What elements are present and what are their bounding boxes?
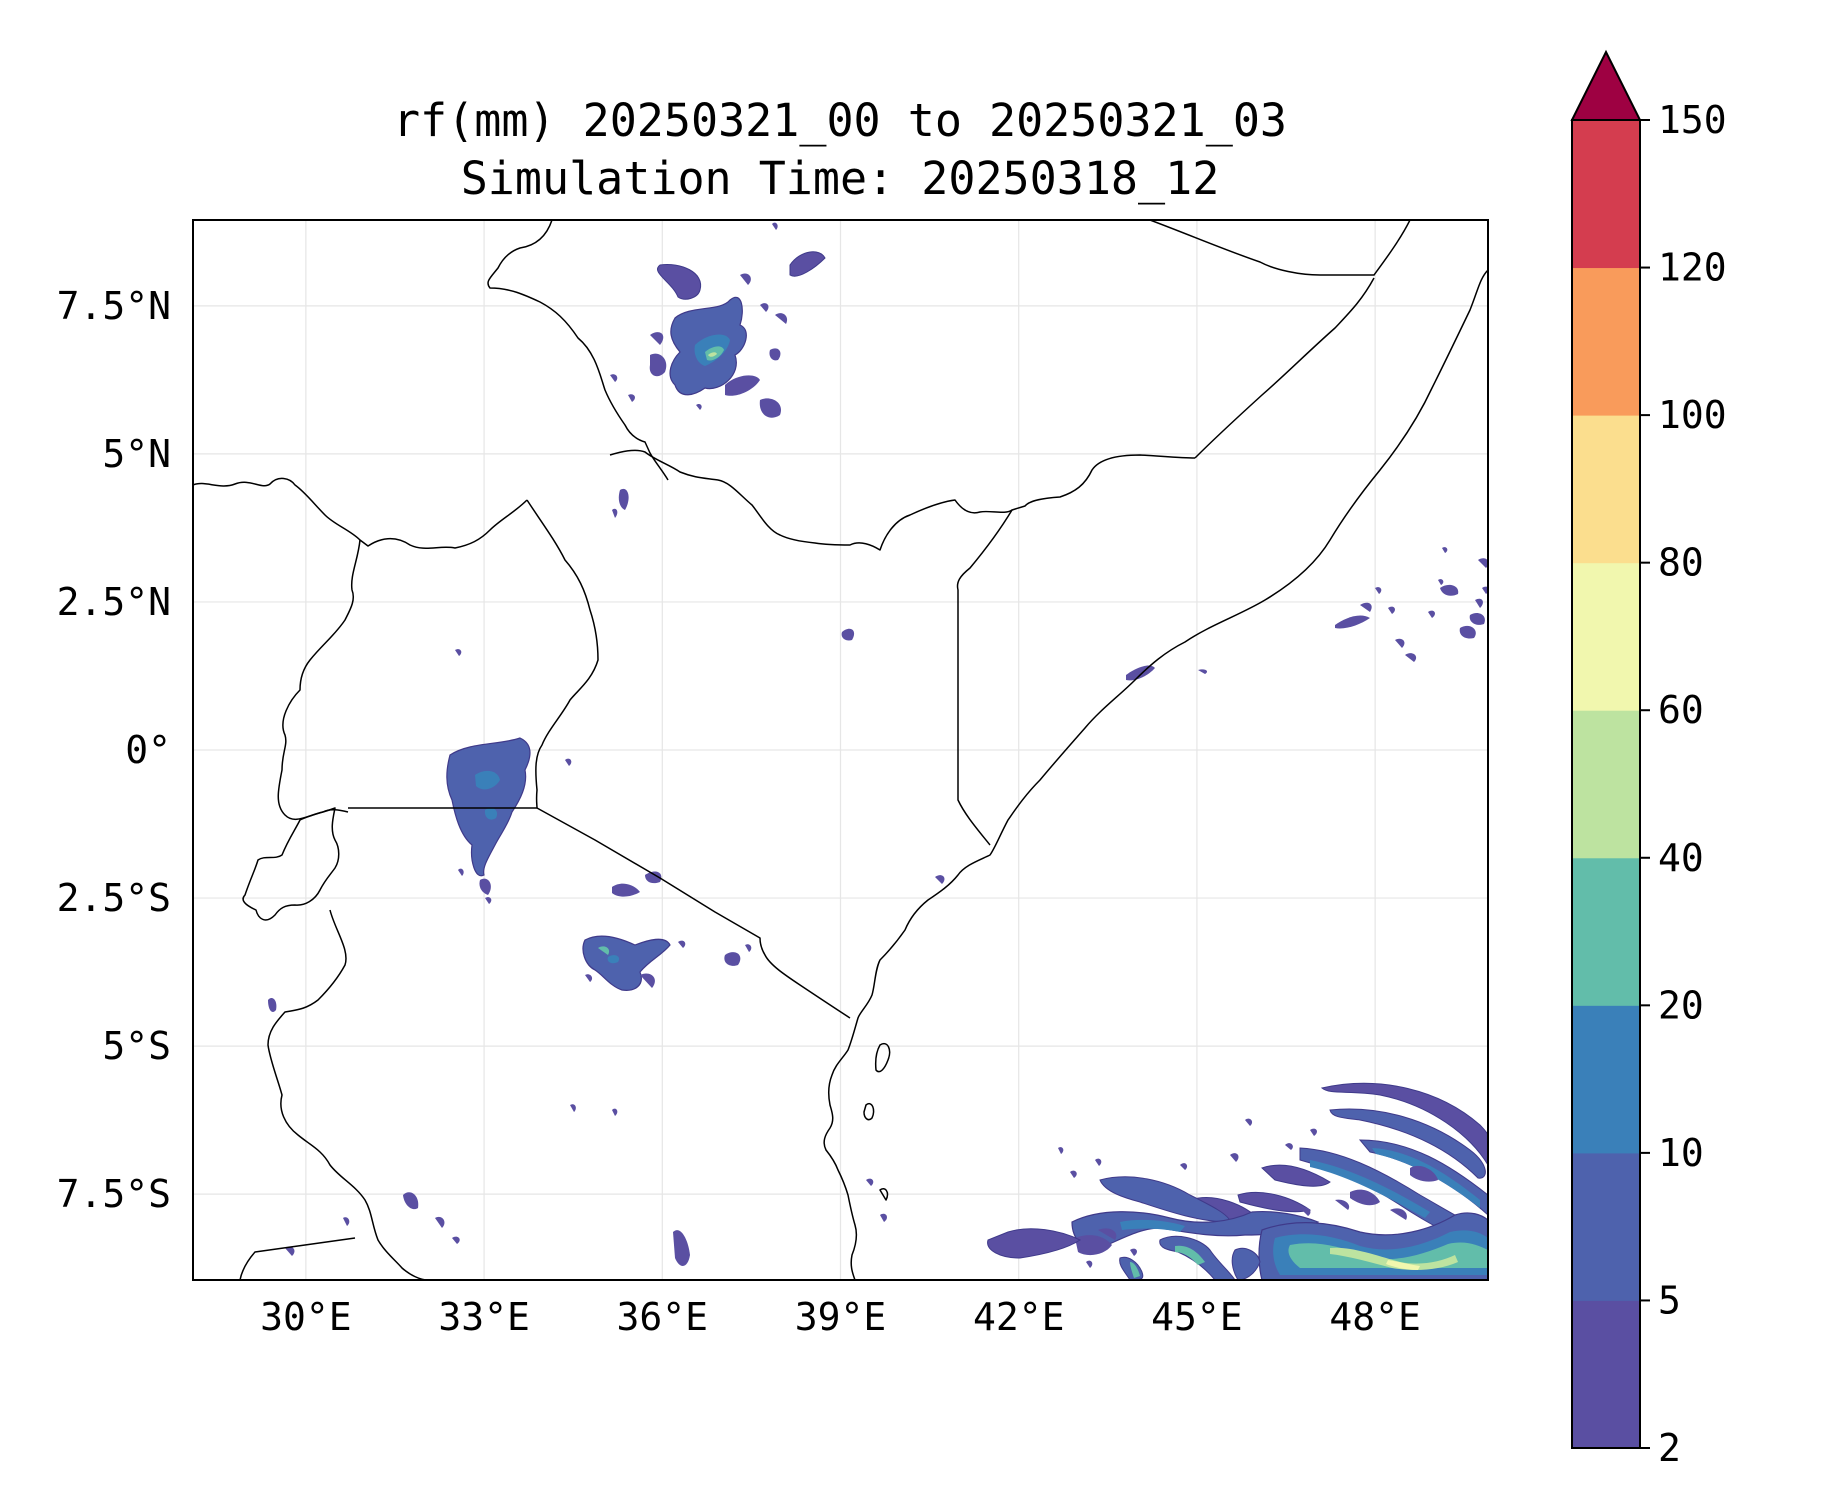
y-tick-label: 2.5°S: [57, 876, 171, 920]
x-tick-label: 33°E: [438, 1295, 530, 1339]
colorbar-label: 20: [1658, 983, 1704, 1027]
rain-cluster-tanzania: [268, 628, 1208, 1266]
colorbar-segment: [1572, 710, 1640, 859]
title-line-1: rf(mm) 20250321_00 to 20250321_03: [393, 94, 1287, 147]
border-ethiopia-somalia: [956, 509, 1013, 846]
colorbar-label: 2: [1658, 1426, 1681, 1470]
colorbar-segment: [1572, 1300, 1640, 1449]
colorbar: 2 5 10 20 40 60 80 100 120 150: [1570, 49, 1727, 1470]
border-zambia-tanzania: [239, 1237, 356, 1280]
rain-cluster-lake-victoria: [446, 649, 572, 904]
border-uganda-south-kenya: [348, 499, 599, 809]
border-tanzania-west: [267, 909, 429, 1280]
y-tick-label: 2.5°N: [57, 580, 171, 624]
y-axis-ticks: 7.5°N 5°N 2.5°N 0° 2.5°S 5°S 7.5°S: [57, 284, 171, 1216]
island-pemba: [879, 1188, 889, 1201]
colorbar-label: 60: [1658, 688, 1704, 732]
colorbar-label: 40: [1658, 836, 1704, 880]
colorbar-segment: [1572, 415, 1640, 564]
rain-cluster-north: [610, 222, 826, 518]
colorbar-label: 150: [1658, 98, 1727, 142]
colorbar-frame: [1571, 119, 1641, 1449]
y-tick-label: 7.5°S: [57, 1172, 171, 1216]
border-ethiopia-east: [1194, 277, 1375, 459]
colorbar-segment: [1572, 1152, 1640, 1301]
colorbar-label: 10: [1658, 1131, 1704, 1175]
title-line-2: Simulation Time: 20250318_12: [461, 152, 1220, 205]
colorbar-segment: [1572, 120, 1640, 269]
precip-field: [268, 222, 1488, 1280]
coastline-east-africa: [823, 269, 1488, 1280]
border-rwanda-burundi: [242, 807, 340, 921]
colorbar-segment: [1572, 1005, 1640, 1154]
x-axis-ticks: 30°E 33°E 36°E 39°E 42°E 45°E 48°E: [260, 1295, 1421, 1339]
border-kenya-ethiopia: [609, 449, 1196, 551]
rain-cluster-indian-ocean: [987, 1082, 1488, 1280]
x-tick-label: 42°E: [973, 1295, 1065, 1339]
x-tick-label: 45°E: [1151, 1295, 1243, 1339]
island-mafia: [863, 1103, 875, 1121]
map-frame: [192, 219, 1489, 1281]
colorbar-label: 100: [1658, 393, 1727, 437]
border-uganda-north: [193, 477, 528, 549]
colorbar-label: 5: [1658, 1278, 1681, 1322]
gridlines: [193, 220, 1488, 1280]
y-tick-label: 5°N: [102, 432, 171, 476]
country-borders: [193, 220, 1488, 1280]
border-south-sudan-north: [487, 220, 669, 481]
colorbar-extend-arrow: [1570, 49, 1642, 121]
border-somalia-north: [1149, 220, 1411, 276]
y-tick-label: 0°: [125, 728, 171, 772]
colorbar-segment: [1572, 857, 1640, 1006]
x-tick-label: 36°E: [617, 1295, 709, 1339]
y-tick-label: 7.5°N: [57, 284, 171, 328]
rain-cluster-somalia-offshore: [1335, 547, 1488, 662]
colorbar-segment: [1572, 267, 1640, 416]
x-tick-label: 30°E: [260, 1295, 352, 1339]
island-zanzibar: [874, 1043, 891, 1073]
x-tick-label: 48°E: [1329, 1295, 1421, 1339]
colorbar-label: 120: [1658, 246, 1727, 290]
colorbar-segment: [1572, 562, 1640, 711]
y-tick-label: 5°S: [102, 1024, 171, 1068]
colorbar-label: 80: [1658, 541, 1704, 585]
map-panel: 30°E 33°E 36°E 39°E 42°E 45°E 48°E 7.5°N 5°N 2.5…: [57, 219, 1489, 1339]
border-kenya-tanzania: [536, 807, 851, 1019]
x-tick-label: 39°E: [795, 1295, 887, 1339]
